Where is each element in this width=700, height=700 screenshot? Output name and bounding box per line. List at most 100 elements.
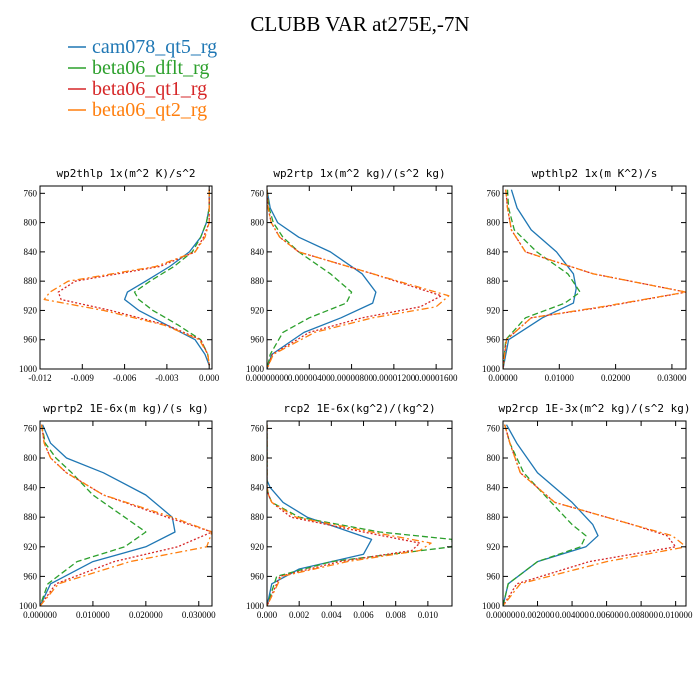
legend-item: beta06_qt1_rg	[68, 78, 207, 100]
panel-title: wpthlp2 1x(m K^2)/s	[532, 167, 658, 180]
series-line-beta06_dflt_rg	[267, 189, 353, 369]
y-tick-label: 880	[487, 512, 501, 522]
series-line-beta06_qt1_rg	[57, 189, 210, 366]
y-tick-label: 960	[24, 571, 38, 581]
x-tick-label: 0.008	[386, 610, 407, 620]
series-line-beta06_dflt_rg	[503, 424, 587, 606]
y-tick-label: 760	[251, 188, 265, 198]
legend-item: beta06_qt2_rg	[68, 99, 207, 121]
x-tick-label: -0.006	[113, 373, 137, 383]
x-tick-label: 0.01000	[545, 373, 575, 383]
y-tick-label: 880	[487, 276, 501, 286]
series-line-cam078_qt5_rg	[267, 189, 377, 369]
y-tick-label: 960	[251, 571, 265, 581]
x-tick-label: 0.002000	[521, 610, 555, 620]
y-tick-label: 760	[487, 188, 501, 198]
series-line-beta06_qt1_rg	[267, 424, 421, 606]
figure-title: CLUBB VAR at275E,-7N	[250, 12, 469, 36]
y-tick-label: 1000	[482, 364, 501, 374]
y-tick-label: 800	[487, 453, 501, 463]
x-tick-label: 0.008000	[624, 610, 658, 620]
series-line-beta06_qt1_rg	[503, 424, 677, 606]
series-line-beta06_qt2_rg	[503, 189, 686, 369]
y-tick-label: 960	[24, 335, 38, 345]
y-tick-label: 840	[24, 483, 38, 493]
y-tick-label: 840	[251, 483, 265, 493]
plot-frame	[502, 185, 687, 370]
x-tick-label: 0.00000000	[246, 373, 289, 383]
legend-item: beta06_dflt_rg	[68, 57, 209, 79]
series-line-cam078_qt5_rg	[123, 189, 210, 366]
legend-item: cam078_qt5_rg	[68, 36, 217, 58]
x-tick-label: 0.000000	[23, 610, 57, 620]
series-line-beta06_dflt_rg	[133, 189, 210, 366]
y-tick-label: 1000	[246, 364, 265, 374]
y-tick-label: 880	[24, 276, 38, 286]
legend: cam078_qt5_rgbeta06_dflt_rgbeta06_qt1_rg…	[68, 36, 217, 121]
panel-title: wp2rcp 1E-3x(m^2 kg)/(s^2 kg)	[498, 402, 690, 415]
panels: wp2thlp 1x(m^2 K)/s^2 760 800 840 880 920 960 1…	[19, 167, 693, 620]
panel-1: wp2thlp 1x(m^2 K)/s^2 760 800 840 880 920 960 1…	[19, 167, 220, 383]
panel-2: wp2rtp 1x(m^2 kg)/(s^2 kg) 760 800 840 880 92…	[246, 167, 458, 383]
y-tick-label: 760	[24, 188, 38, 198]
y-tick-label: 800	[24, 218, 38, 228]
y-tick-label: 800	[251, 453, 265, 463]
y-tick-label: 840	[487, 483, 501, 493]
x-tick-label: 0.030000	[182, 610, 216, 620]
panel-4: wprtp2 1E-6x(m kg)/(s kg) 760 800 840 880 920…	[19, 402, 216, 620]
x-tick-label: 0.000	[199, 373, 220, 383]
y-tick-label: 800	[251, 218, 265, 228]
y-tick-label: 800	[487, 218, 501, 228]
y-tick-label: 760	[487, 423, 501, 433]
x-tick-label: 0.002	[289, 610, 309, 620]
series-line-beta06_dflt_rg	[40, 424, 147, 606]
y-tick-label: 840	[251, 247, 265, 257]
x-tick-label: 0.000000	[486, 610, 520, 620]
y-tick-label: 920	[487, 542, 501, 552]
y-tick-label: 960	[487, 335, 501, 345]
x-tick-label: 0.004000	[555, 610, 589, 620]
y-tick-label: 840	[24, 247, 38, 257]
panel-title: wprtp2 1E-6x(m kg)/(s kg)	[43, 402, 209, 415]
y-tick-label: 880	[251, 512, 265, 522]
x-tick-label: 0.00000	[488, 373, 518, 383]
series-line-cam078_qt5_rg	[503, 189, 577, 369]
x-tick-label: 0.00000400	[288, 373, 331, 383]
series-line-beta06_qt2_rg	[267, 424, 432, 606]
x-tick-label: 0.010	[418, 610, 439, 620]
x-tick-label: 0.00001600	[415, 373, 458, 383]
y-tick-label: 760	[251, 423, 265, 433]
y-tick-label: 960	[251, 335, 265, 345]
x-tick-label: -0.003	[155, 373, 179, 383]
series-line-beta06_qt1_rg	[267, 189, 443, 369]
legend-label: beta06_qt2_rg	[92, 99, 207, 121]
series-line-beta06_qt2_rg	[43, 189, 210, 366]
y-tick-label: 760	[24, 423, 38, 433]
series-line-beta06_qt1_rg	[503, 189, 686, 369]
x-tick-label: 0.010000	[659, 610, 693, 620]
y-tick-label: 920	[24, 305, 38, 315]
y-tick-label: 880	[24, 512, 38, 522]
y-tick-label: 1000	[19, 601, 38, 611]
y-tick-label: 880	[251, 276, 265, 286]
y-tick-label: 1000	[482, 601, 501, 611]
series-line-cam078_qt5_rg	[267, 424, 373, 606]
panel-title: rcp2 1E-6x(kg^2)/(kg^2)	[283, 402, 435, 415]
series-line-beta06_qt1_rg	[40, 424, 212, 606]
series-line-beta06_qt2_rg	[40, 424, 212, 606]
panel-6: wp2rcp 1E-3x(m^2 kg)/(s^2 kg) 760 800 840 88…	[482, 402, 693, 620]
panel-5: rcp2 1E-6x(kg^2)/(kg^2) 760 800 840 880 920 96…	[246, 402, 453, 620]
y-tick-label: 920	[487, 305, 501, 315]
y-tick-label: 800	[24, 453, 38, 463]
series-line-beta06_dflt_rg	[267, 424, 452, 606]
series-line-cam078_qt5_rg	[40, 424, 176, 606]
x-tick-label: 0.004	[321, 610, 342, 620]
x-tick-label: 0.00000800	[330, 373, 373, 383]
x-tick-label: 0.020000	[129, 610, 163, 620]
panel-title: wp2rtp 1x(m^2 kg)/(s^2 kg)	[273, 167, 445, 180]
x-tick-label: 0.006	[353, 610, 374, 620]
legend-label: beta06_dflt_rg	[92, 57, 209, 79]
y-tick-label: 920	[24, 542, 38, 552]
series-line-beta06_qt2_rg	[503, 424, 686, 606]
